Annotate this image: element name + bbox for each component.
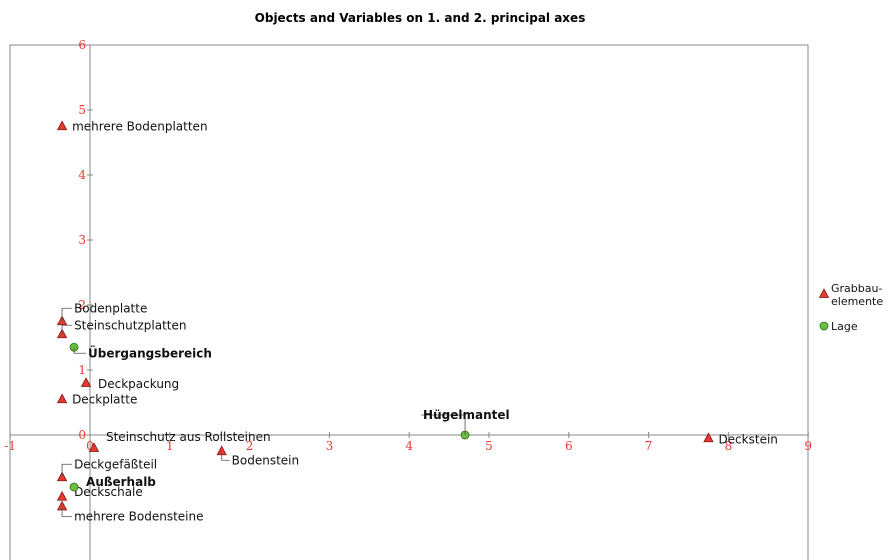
triangle-marker [56, 120, 68, 131]
point-label: Außerhalb [86, 475, 156, 489]
y-tick-label: 6 [78, 38, 86, 52]
circle-marker [69, 482, 79, 492]
tick-labels: -1 0 1 2 3 4 5 6 7 8 9 0 1 2 3 4 5 6 [4, 38, 812, 453]
point-label: mehrere Bodenplatten [72, 119, 207, 133]
y-tick-label: 1 [78, 363, 86, 377]
y-tick-label: 4 [78, 168, 86, 182]
x-tick-label: 7 [645, 439, 653, 453]
plot-frame [9, 44, 809, 560]
data-point: Deckstein [703, 432, 778, 446]
point-label: Hügelmantel [423, 408, 510, 422]
data-point: Hügelmantel [421, 408, 510, 440]
data-point: Bodenplatte [56, 301, 147, 326]
point-label: Deckschale [74, 485, 143, 499]
data-point: mehrere Bodenplatten [56, 119, 208, 133]
leader-line [61, 324, 73, 335]
data-point: Steinschutz aus Rollsteinen [88, 430, 271, 452]
data-point: Deckpackung [80, 377, 179, 391]
x-tick-label: 8 [725, 439, 733, 453]
x-tick-label: 6 [565, 439, 573, 453]
x-tick-label: 9 [804, 439, 812, 453]
data-point: mehrere Bodensteine [56, 500, 204, 524]
triangle-marker [703, 432, 714, 443]
point-label: Deckgefäßteil [74, 457, 157, 471]
legend-label: Lage [831, 320, 858, 333]
legend: Grabbau-elemente Lage [818, 282, 883, 333]
leader-line [61, 463, 73, 478]
point-label: Steinschutz aus Rollsteinen [106, 430, 271, 444]
legend-label: Grabbau- [831, 282, 882, 295]
triangle-marker [56, 393, 68, 404]
point-label: Übergangsbereich [88, 345, 212, 360]
data-point: Bodenstein [216, 445, 299, 467]
x-tick-label: 1 [166, 439, 174, 453]
data-point: Übergangsbereich [69, 342, 212, 360]
y-tick-label: 3 [78, 233, 86, 247]
x-tick-label: 2 [246, 439, 254, 453]
point-label: Steinschutzplatten [74, 318, 186, 332]
data-point: Deckschale [56, 485, 143, 501]
y-tick-label: 0 [78, 428, 86, 442]
triangle-marker [80, 377, 92, 387]
data-point: Außerhalb [69, 475, 156, 492]
legend-circle-marker [819, 321, 829, 331]
data-point: Deckplatte [56, 392, 137, 406]
point-label: Bodenplatte [74, 301, 147, 315]
y-tick-label: 2 [78, 298, 86, 312]
leader-line [61, 307, 73, 322]
x-tick-label: 5 [485, 439, 493, 453]
point-label: Bodenstein [232, 453, 299, 467]
point-label: Deckstein [718, 432, 777, 446]
leader-line [421, 414, 466, 435]
point-label: Deckplatte [72, 392, 137, 406]
leader-line [221, 451, 230, 461]
x-tick-label: 0 [86, 439, 94, 453]
data-points: mehrere Bodenplatten Bodenplatte Steinschu… [56, 119, 778, 524]
legend-triangle-marker [818, 288, 830, 298]
x-tick-label: -1 [4, 439, 16, 453]
triangle-marker [56, 490, 68, 501]
triangle-marker [88, 442, 100, 452]
data-point: Steinschutzplatten [56, 318, 186, 339]
y-tick-label: 5 [78, 103, 86, 117]
chart-title: Objects and Variables on 1. and 2. princ… [255, 11, 586, 25]
point-label: Deckpackung [98, 377, 179, 391]
x-tick-label: 3 [326, 439, 334, 453]
data-point: Deckgefäßteil [56, 457, 157, 482]
x-tick-label: 4 [405, 439, 413, 453]
leader-line [61, 506, 73, 517]
leader-line [73, 347, 87, 354]
point-label: mehrere Bodensteine [74, 510, 203, 524]
legend-label: elemente [831, 295, 883, 308]
